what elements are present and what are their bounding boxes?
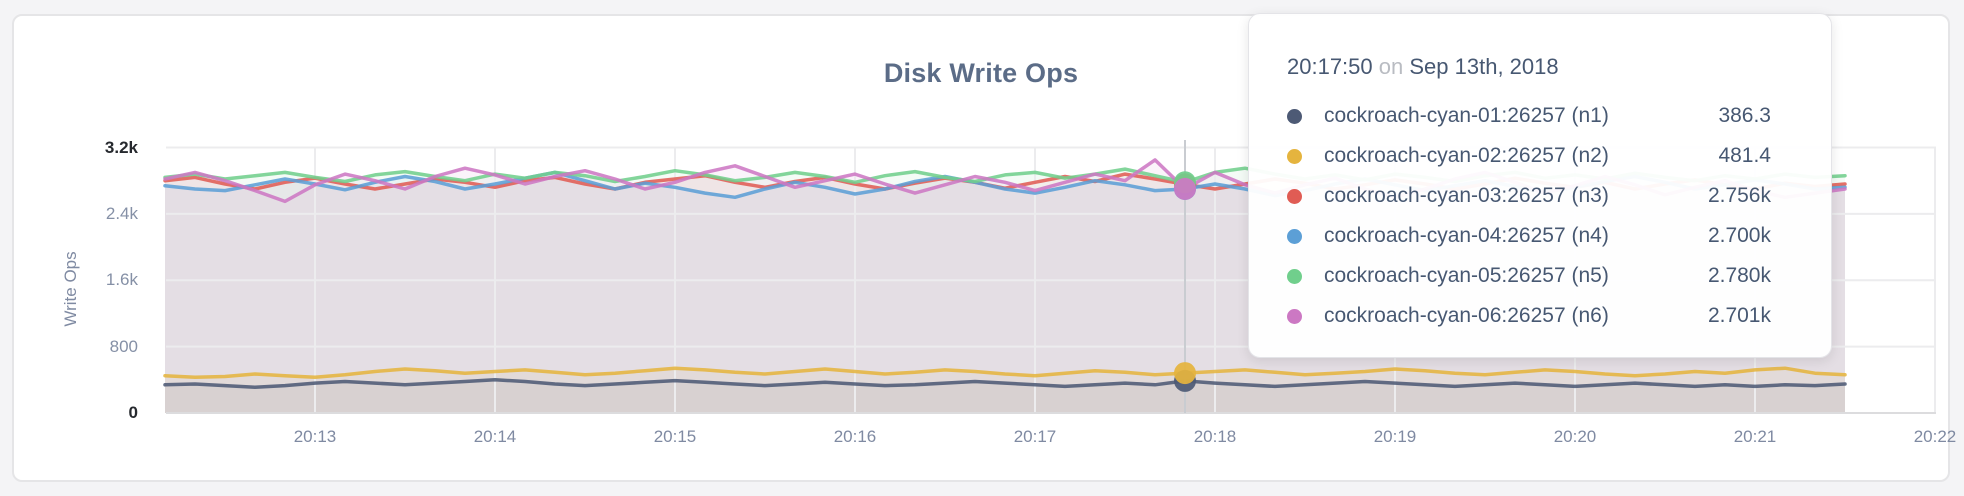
x-tick-label: 20:20 bbox=[1553, 427, 1597, 446]
tooltip-series-value: 2.700k bbox=[1707, 224, 1771, 247]
x-tick-label: 20:22 bbox=[1913, 427, 1957, 446]
series-line-n1 bbox=[163, 378, 1847, 390]
y-tick-label: 800 bbox=[109, 336, 138, 356]
tooltip-series-value: 2.780k bbox=[1707, 264, 1771, 287]
tooltip-series-value: 481.4 bbox=[1718, 144, 1771, 167]
x-tick-label: 20:13 bbox=[293, 427, 337, 446]
tooltip-row: cockroach-cyan-03:26257 (n3) 2.756k bbox=[1287, 176, 1771, 216]
y-tick-label: 2.4k bbox=[105, 203, 138, 223]
series-color-dot-icon bbox=[1287, 308, 1302, 324]
y-tick-label: 1.6k bbox=[105, 270, 138, 290]
y-tick-label: 3.2k bbox=[104, 137, 138, 157]
tooltip-series-value: 2.701k bbox=[1707, 304, 1771, 327]
hover-dot-n6 bbox=[1174, 177, 1196, 200]
chart-title: Disk Write Ops bbox=[883, 58, 1079, 88]
series-color-dot-icon bbox=[1287, 108, 1302, 124]
series-line-n2 bbox=[163, 366, 1847, 380]
series-area-n1 bbox=[165, 379, 1845, 413]
tooltip-row: cockroach-cyan-05:26257 (n5) 2.780k bbox=[1287, 256, 1771, 296]
x-tick-label: 20:17 bbox=[1013, 427, 1057, 446]
tooltip-date: Sep 13th, 2018 bbox=[1409, 54, 1559, 79]
tooltip-row: cockroach-cyan-04:26257 (n4) 2.700k bbox=[1287, 216, 1771, 256]
tooltip-series-name: cockroach-cyan-04:26257 (n4) bbox=[1324, 224, 1609, 247]
x-tick-label: 20:16 bbox=[833, 427, 877, 446]
tooltip-rows: cockroach-cyan-01:26257 (n1) 386.3 cockroa… bbox=[1287, 96, 1771, 336]
tooltip-series-name: cockroach-cyan-06:26257 (n6) bbox=[1324, 304, 1609, 327]
tooltip-row: cockroach-cyan-01:26257 (n1) 386.3 bbox=[1287, 96, 1771, 136]
tooltip-header: 20:17:50 on Sep 13th, 2018 bbox=[1287, 54, 1771, 80]
x-tick-label: 20:14 bbox=[473, 427, 517, 446]
x-tick-label: 20:15 bbox=[653, 427, 697, 446]
y-tick-label: 0 bbox=[128, 403, 138, 422]
hover-dot-n2 bbox=[1174, 362, 1196, 385]
x-tick-label: 20:19 bbox=[1373, 427, 1417, 446]
tooltip-series-value: 2.756k bbox=[1707, 184, 1771, 207]
tooltip-series-value: 386.3 bbox=[1718, 104, 1771, 127]
series-color-dot-icon bbox=[1287, 148, 1302, 164]
tooltip-series-name: cockroach-cyan-01:26257 (n1) bbox=[1324, 104, 1609, 127]
tooltip-series-name: cockroach-cyan-03:26257 (n3) bbox=[1324, 184, 1609, 207]
tooltip-on-word: on bbox=[1378, 54, 1404, 79]
tooltip-series-name: cockroach-cyan-05:26257 (n5) bbox=[1324, 264, 1609, 287]
tooltip-time: 20:17:50 bbox=[1287, 54, 1373, 79]
tooltip-series-name: cockroach-cyan-02:26257 (n2) bbox=[1324, 144, 1609, 167]
series-color-dot-icon bbox=[1287, 228, 1302, 244]
hover-tooltip: 20:17:50 on Sep 13th, 2018 cockroach-cya… bbox=[1248, 13, 1832, 358]
tooltip-row: cockroach-cyan-06:26257 (n6) 2.701k bbox=[1287, 296, 1771, 336]
series-area-n2 bbox=[165, 368, 1845, 413]
x-tick-label: 20:18 bbox=[1193, 427, 1237, 446]
series-color-dot-icon bbox=[1287, 188, 1302, 204]
x-tick-label: 20:21 bbox=[1733, 427, 1777, 446]
tooltip-row: cockroach-cyan-02:26257 (n2) 481.4 bbox=[1287, 136, 1771, 176]
series-color-dot-icon bbox=[1287, 268, 1302, 284]
